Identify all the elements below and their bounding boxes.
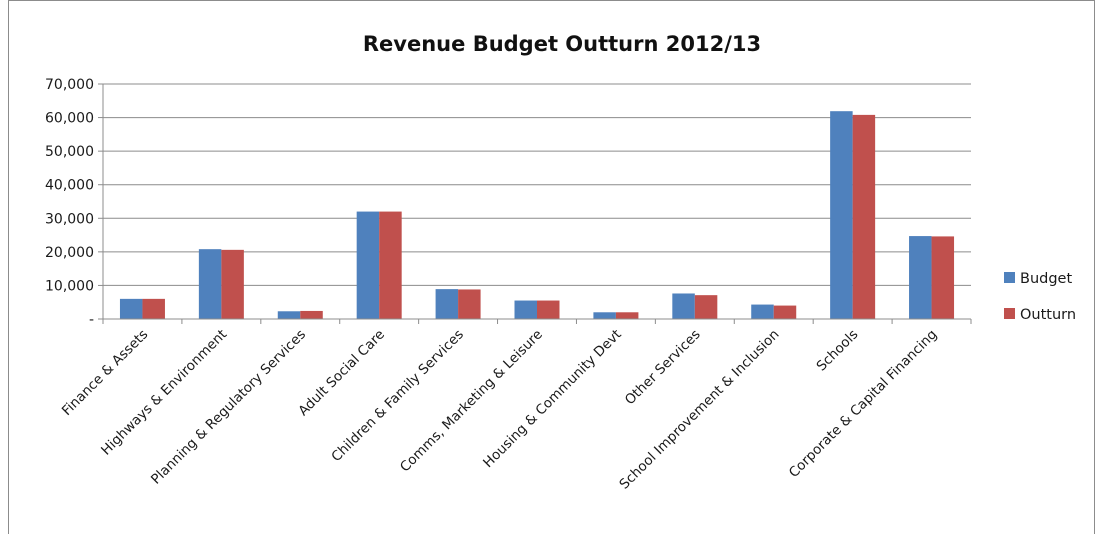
gridlines: [98, 83, 971, 320]
y-tick-label: -: [89, 312, 94, 328]
bar-outturn: [537, 300, 560, 319]
bar-outturn: [773, 305, 797, 319]
bar-budget: [593, 312, 616, 319]
x-tick-label: Other Services: [622, 327, 704, 409]
bar-budget: [672, 293, 695, 319]
chart-frame: Revenue Budget Outturn 2012/13 - 10,000 20…: [8, 0, 1095, 534]
y-tick-label: 30,000: [45, 211, 94, 227]
bar-outturn: [615, 312, 639, 319]
x-tick-label: Planning & Regulatory Services: [148, 327, 309, 488]
bar-budget: [435, 289, 459, 319]
bar-outturn: [142, 298, 165, 319]
y-tick-labels: - 10,000 20,000 30,000 40,000 50,000 60,000 70,…: [45, 77, 94, 328]
bar-budget: [356, 211, 380, 319]
bar-outturn: [852, 114, 876, 319]
axes: [102, 84, 972, 324]
x-tick-label: Schools: [813, 327, 861, 375]
bar-outturn: [931, 236, 955, 319]
chart-title: Revenue Budget Outturn 2012/13: [363, 32, 761, 56]
x-tick-label: Corporate & Capital Financing: [786, 327, 940, 481]
x-tick-label: Children & Family Services: [328, 327, 467, 466]
x-tick-label: School Improvement & Inclusion: [616, 327, 782, 493]
bar-outturn: [300, 310, 323, 319]
legend-swatch: [1004, 308, 1015, 319]
bar-outturn: [694, 295, 718, 319]
x-tick-label: Comms, Marketing & Leisure: [397, 327, 546, 476]
y-tick-label: 40,000: [45, 178, 94, 194]
y-tick-label: 60,000: [45, 111, 94, 127]
bar-budget: [830, 111, 853, 319]
bar-budget: [277, 311, 301, 319]
y-tick-label: 70,000: [45, 77, 94, 93]
legend-swatch: [1004, 272, 1015, 283]
y-tick-label: 10,000: [45, 278, 94, 294]
bar-outturn: [458, 289, 481, 319]
bar-outturn: [221, 249, 244, 319]
bar-budget: [751, 304, 774, 319]
bar-outturn: [379, 211, 402, 319]
bar-budget: [514, 300, 537, 319]
x-tick-label: Highways & Environment: [98, 327, 230, 459]
bars: [119, 111, 955, 319]
legend-label: Outturn: [1020, 307, 1076, 323]
bar-budget: [119, 298, 143, 319]
bar-budget: [909, 236, 932, 319]
x-tick-label: Finance & Assets: [59, 327, 151, 419]
legend-label: Budget: [1020, 271, 1072, 287]
bar-budget: [198, 249, 222, 319]
y-tick-label: 50,000: [45, 144, 94, 160]
x-tick-label: Housing & Community Devt: [480, 327, 625, 472]
x-tick-label: Adult Social Care: [295, 327, 388, 420]
legend: Budget Outturn: [1004, 271, 1076, 323]
bar-chart: Revenue Budget Outturn 2012/13 - 10,000 20…: [45, 32, 1076, 493]
y-tick-label: 20,000: [45, 245, 94, 261]
